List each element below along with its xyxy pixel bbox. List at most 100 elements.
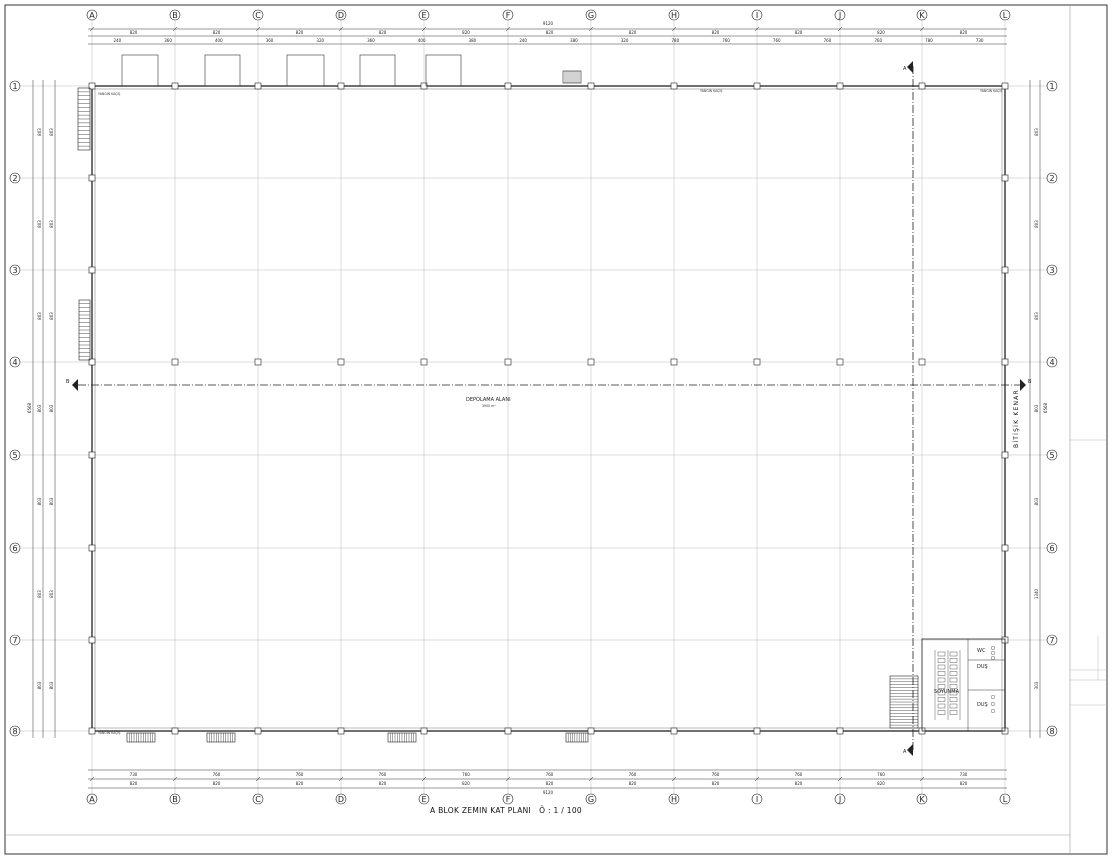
annotations: DEPOLAMA ALANI 3900 m² BİTİŞİK KENAR YAN…: [98, 89, 1020, 735]
stair-bottom-3: [387, 732, 417, 743]
column-A6: [88, 544, 96, 552]
tick-top-0: [89, 26, 95, 32]
top-dim-0: 820: [130, 30, 138, 35]
axis-bubble-D-bottom: [335, 793, 347, 805]
column-K4: [918, 358, 926, 366]
axis-bubble-L-top: [999, 9, 1011, 21]
column-B1: [171, 82, 179, 90]
right-dim-3: 803: [1034, 404, 1039, 412]
section-a-top-label: A: [903, 66, 907, 72]
axis-bubble-H-bottom: [668, 793, 680, 805]
column-A5: [88, 451, 96, 459]
wc-fixture-2: [991, 656, 996, 661]
axis-label-F-top: F: [506, 11, 511, 20]
locker-8: [937, 703, 946, 709]
axis-bubble-C-top: [252, 9, 264, 21]
column-B8: [171, 727, 179, 735]
left-dim-b-1: 803: [49, 220, 54, 228]
room-label-shower: DUŞ: [977, 702, 988, 708]
axis-label-I-bottom: I: [756, 795, 758, 804]
axis-label-3-right: 3: [1049, 266, 1054, 275]
axis-label-4-left: 4: [12, 358, 17, 367]
axis-label-7-right: 7: [1049, 636, 1054, 645]
axis-bubble-G-bottom: [585, 793, 597, 805]
axis-bubble-E-top: [418, 9, 430, 21]
top-sub-dim-2: 400: [215, 38, 223, 43]
axis-bubble-4-right: [1046, 356, 1058, 368]
tick-bot-7: [671, 776, 677, 782]
axis-label-G-top: G: [588, 11, 594, 20]
locker-b-8: [949, 703, 958, 709]
axis-bubble-8-right: [1046, 725, 1058, 737]
shower-fixture-2: [991, 709, 996, 714]
tick-bot-2: [255, 776, 261, 782]
top-sub-dim-15: 760: [874, 38, 882, 43]
column-A1: [88, 82, 96, 90]
top-sub-dim-10: 320: [621, 38, 629, 43]
locker-6: [937, 690, 946, 696]
axis-label-6-left: 6: [12, 544, 17, 553]
axis-bubble-K-top: [916, 9, 928, 21]
locker-b-7: [949, 697, 958, 702]
column-A3: [88, 266, 96, 274]
bottom-dim-1-0: 730: [130, 772, 138, 777]
axis-label-G-bottom: G: [588, 795, 594, 804]
adjacent-edge-label: BİTİŞİK KENAR: [1013, 389, 1020, 448]
axis-label-D-top: D: [338, 11, 344, 20]
axis-bubble-5-left: [9, 449, 21, 461]
left-dim-1: 803: [37, 220, 42, 228]
axis-label-H-top: H: [671, 11, 677, 20]
axis-label-7-left: 7: [12, 636, 17, 645]
stair-bottom-4: [565, 732, 589, 743]
axis-label-2-left: 2: [12, 174, 17, 183]
axis-bubble-2-right: [1046, 172, 1058, 184]
section-b-left-label: B: [66, 379, 70, 385]
column-C8: [254, 727, 262, 735]
axis-label-C-top: C: [255, 11, 261, 20]
top-sub-dim-5: 360: [367, 38, 375, 43]
stairs: [77, 70, 919, 743]
room-label-shower-2: DUŞ: [977, 664, 988, 670]
tick-bot-9: [837, 776, 843, 782]
tick-top-1: [172, 26, 178, 32]
top-sub-dim-8: 240: [519, 38, 527, 43]
top-total-dim: 9120: [543, 21, 554, 26]
building-outline: [91, 85, 1006, 732]
axis-label-3-left: 3: [12, 266, 17, 275]
top-dim-5: 820: [546, 30, 554, 35]
locker-9: [937, 710, 946, 715]
drawing-scale: Ö : 1 / 100: [539, 806, 583, 815]
axis-label-J-bottom: J: [838, 795, 841, 804]
column-H8: [670, 727, 678, 735]
tick-top-6: [588, 26, 594, 32]
drawing-title-text: A BLOK ZEMIN KAT PLANI: [430, 806, 532, 815]
grid-axis-bubbles: A A B B C C D D E E F F G G H H I I J J K K L L 1 1 2 2 3 3 4 4 5 5 6 6 7 7 8 8: [9, 9, 1058, 805]
exit-note-3: YANGIN KAÇIŞ: [980, 89, 1002, 93]
column-C4: [254, 358, 262, 366]
top-sub-dim-12: 760: [722, 38, 730, 43]
axis-label-1-right: 1: [1049, 82, 1054, 91]
bottom-dim-1-5: 760: [546, 772, 554, 777]
top-sub-dim-14: 760: [824, 38, 832, 43]
exit-note-1: YANGIN KAÇIŞ: [98, 92, 120, 96]
dimension-lines: [32, 28, 1041, 789]
right-dim-6: 303: [1034, 681, 1039, 689]
top-sub-dim-7: 380: [469, 38, 477, 43]
top-dim-7: 820: [712, 30, 720, 35]
axis-bubble-I-bottom: [751, 793, 763, 805]
bottom-dim-1-3: 760: [379, 772, 387, 777]
tick-top-4: [421, 26, 427, 32]
column-A4: [88, 358, 96, 366]
bottom-dim-2-4: 820: [462, 781, 470, 786]
tick-bot-0: [89, 776, 95, 782]
left-dim-b-5: 803: [49, 590, 54, 598]
right-total-dim: 6568: [1043, 402, 1048, 413]
top-dim-9: 820: [877, 30, 885, 35]
axis-label-F-bottom: F: [506, 795, 511, 804]
locker-b-0: [949, 651, 958, 657]
top-sub-dim-17: 730: [976, 38, 984, 43]
column-L2: [1001, 174, 1009, 182]
stair-bottom-1: [126, 732, 156, 743]
tick-bot-6: [588, 776, 594, 782]
locker-5: [937, 684, 946, 689]
